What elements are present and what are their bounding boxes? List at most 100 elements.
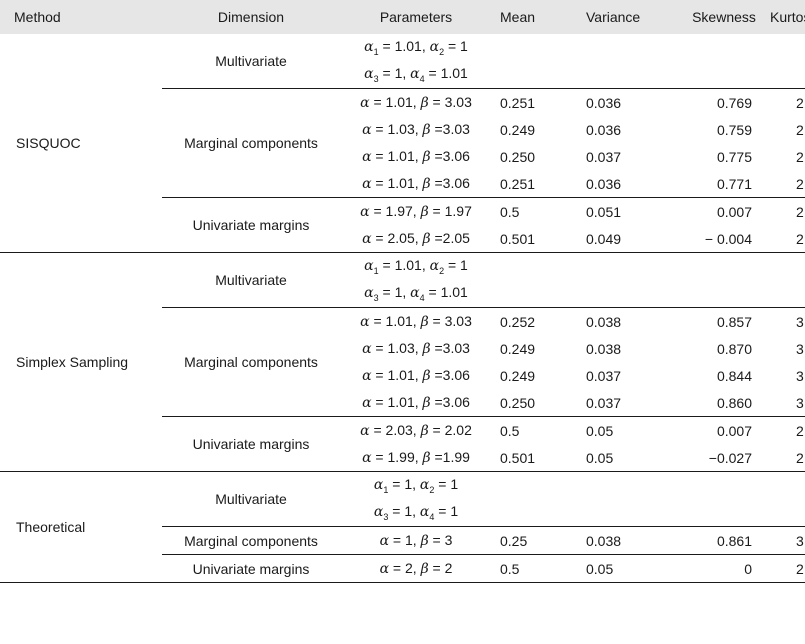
dimension-cell: Multivariate (162, 34, 340, 89)
kurtosis-cell: 2.156 (770, 225, 805, 253)
empty-cell (670, 61, 770, 89)
skewness-cell: 0.769 (716, 94, 752, 111)
method-cell: Theoretical (0, 471, 162, 583)
variance-cell: 0.038 (586, 313, 622, 330)
mean-cell: 0.249 (500, 340, 536, 357)
mean-cell: 0.250 (500, 148, 536, 165)
header-row: Method Dimension Parameters Mean Varianc… (0, 0, 805, 34)
table-row: α = 1.01, β =3.06 0.250 0.037 0.775 2.870 (0, 143, 805, 170)
skewness-cell: 0.771 (670, 170, 770, 198)
mean-cell: 0.5 (492, 554, 576, 583)
variance-cell: 0.037 (586, 367, 622, 384)
parameters-cell: α1 = 1.01, α2 = 1 (364, 38, 468, 57)
method-cell: SISQUOC (0, 34, 162, 253)
skewness-cell: −0.027 (670, 444, 770, 472)
empty-cell (576, 252, 670, 280)
parameters-cell: α = 2, β = 2 (340, 554, 492, 583)
empty-cell (670, 252, 770, 280)
parameters-cell: α = 1.01, β = 3.03 (360, 313, 472, 330)
mean-cell: 0.251 (500, 94, 536, 111)
mean-cell: 0.250 (492, 389, 576, 417)
empty-cell (492, 34, 576, 61)
dimension-cell: Multivariate (162, 471, 340, 527)
variance-cell: 0.038 (586, 340, 622, 357)
parameters-cell: α = 2.05, β =2.05 (340, 225, 492, 253)
mean-cell: 0.249 (500, 121, 536, 138)
variance-cell: 0.037 (586, 148, 622, 165)
header-kurtosis: Kurtosis (770, 9, 805, 25)
empty-cell (576, 471, 670, 499)
parameters-cell: α3 = 1, α4 = 1.01 (340, 61, 492, 89)
parameters-cell: α3 = 1, α4 = 1 (340, 499, 492, 527)
parameters-cell: α = 1.01, β =3.06 (340, 170, 492, 198)
empty-cell (670, 34, 770, 61)
table-row: α3 = 1, α4 = 1 (0, 499, 805, 527)
kurtosis-cell: 2.870 (796, 148, 805, 165)
variance-cell: 0.05 (576, 444, 670, 472)
parameters-cell: α = 1, β = 3 (340, 526, 492, 555)
table-row: Theoretical Multivariate α1 = 1, α2 = 1 (0, 471, 805, 583)
kurtosis-cell: 3.075 (796, 340, 805, 357)
table-row: Marginal components α = 1.01, β = 3.03 0.2… (0, 307, 805, 417)
dimension-cell: Univariate margins (162, 554, 340, 583)
parameters-cell: α = 1.01, β =3.06 (340, 389, 492, 417)
table-row: Marginal components α = 1, β = 3 0.25 0.038… (0, 526, 805, 555)
table-row: α = 1.01, β =3.06 0.249 0.037 0.844 3.045 (0, 362, 805, 389)
skewness-cell: − 0.004 (670, 225, 770, 253)
dimension-cell: Marginal components (162, 307, 340, 417)
parameters-cell: α1 = 1.01, α2 = 1 (340, 252, 492, 280)
header-variance: Variance (586, 9, 641, 25)
variance-cell: 0.049 (576, 225, 670, 253)
header-dimension: Dimension (217, 9, 285, 25)
variance-cell: 0.037 (576, 389, 670, 417)
header-method: Method (14, 9, 61, 25)
dimension-cell: Marginal components (162, 88, 340, 198)
mean-cell: 0.25 (492, 526, 576, 555)
empty-cell (576, 34, 670, 61)
table-row: Univariate margins α = 2.03, β = 2.02 0.5 0… (0, 417, 805, 452)
mean-cell: 0.5 (500, 203, 520, 220)
mean-cell: 0.251 (492, 170, 576, 198)
skewness-cell: 0.870 (716, 340, 752, 357)
header-mean: Mean (500, 9, 536, 25)
mean-cell: 0.249 (500, 367, 536, 384)
kurtosis-cell: 2.123 (770, 444, 805, 472)
kurtosis-cell: 2.131 (796, 203, 805, 220)
table-row: Marginal components α = 1.01, β = 3.03 0.2… (0, 88, 805, 198)
dimension-cell: Multivariate (162, 252, 340, 308)
kurtosis-cell: 2.817 (796, 121, 805, 138)
variance-cell: 0.036 (586, 121, 622, 138)
table-row: α3 = 1, α4 = 1.01 (0, 61, 805, 89)
empty-cell (770, 280, 805, 308)
empty-cell (576, 499, 670, 527)
mean-cell: 0.501 (492, 225, 576, 253)
empty-cell (492, 280, 576, 308)
table-row: SISQUOC Multivariate α1 = 1.01, α2 = 1 (0, 34, 805, 253)
empty-cell (576, 61, 670, 89)
variance-cell: 0.036 (586, 94, 622, 111)
dimension-cell: Univariate margins (192, 436, 310, 452)
empty-cell (770, 61, 805, 89)
parameters-cell: α = 1.99, β =1.99 (340, 444, 492, 472)
parameters-cell: α = 1.01, β = 3.03 (360, 94, 472, 111)
table-row: Univariate margins α = 1.97, β = 1.97 0.5 0… (0, 198, 805, 233)
table-row: α3 = 1, α4 = 1.01 (0, 280, 805, 308)
empty-cell (670, 471, 770, 499)
skewness-cell: 0.007 (716, 422, 752, 439)
kurtosis-cell: 3.045 (796, 367, 805, 384)
mean-cell: 0.252 (500, 313, 536, 330)
table-row: Simplex Sampling Multivariate α1 = 1.01, α… (0, 252, 805, 472)
header-skewness: Skewness (692, 9, 756, 25)
kurtosis-cell: 2.143 (770, 554, 805, 583)
table-body: SISQUOC Multivariate α1 = 1.01, α2 = 1 α3 =… (0, 34, 805, 583)
variance-cell: 0.05 (576, 554, 670, 583)
parameters-cell: α = 1.03, β =3.03 (362, 121, 470, 138)
kurtosis-cell: 2.880 (770, 170, 805, 198)
parameters-cell: α = 1.97, β = 1.97 (360, 203, 472, 220)
skewness-cell: 0 (670, 554, 770, 583)
dimension-cell: Marginal components (162, 526, 340, 555)
